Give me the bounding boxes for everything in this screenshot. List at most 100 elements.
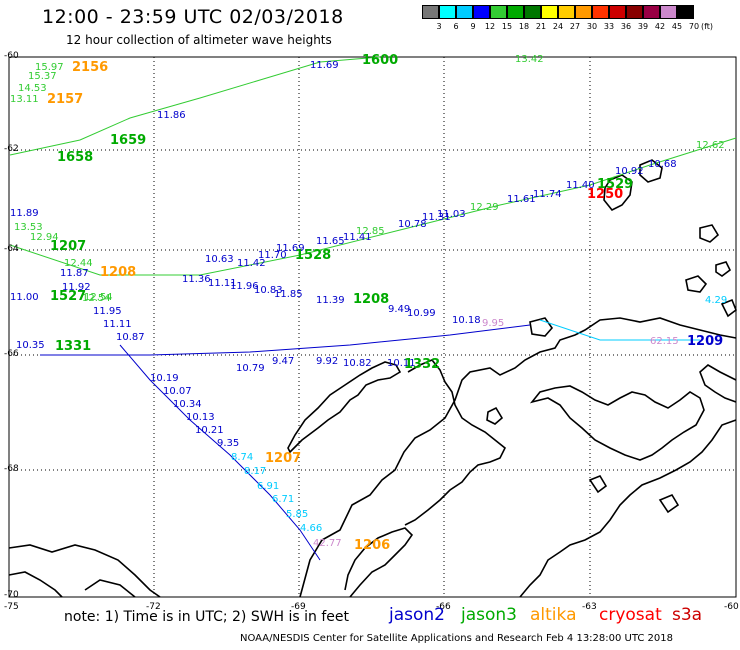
legend-swatch — [643, 5, 660, 19]
swh-value: 6.71 — [272, 494, 294, 505]
swh-value: 11.69 — [276, 243, 305, 254]
legend-swatch — [677, 5, 694, 19]
legend-label: 70 — [688, 22, 700, 31]
swh-value: 10.82 — [343, 358, 372, 369]
legend-swatch — [507, 5, 524, 19]
swh-value: 11.92 — [62, 282, 91, 293]
legend-swatch — [575, 5, 592, 19]
swh-value: 10.78 — [398, 219, 427, 230]
pass-time-label: 1207 — [50, 239, 86, 254]
pass-time-label: 1207 — [265, 451, 301, 466]
swh-value: 11.39 — [316, 295, 345, 306]
swh-value: 4.66 — [300, 523, 322, 534]
map-frame — [8, 56, 737, 598]
mission-jason2: jason2 — [389, 605, 445, 625]
swh-value: 12.44 — [64, 258, 93, 269]
swh-value: 11.36 — [182, 274, 211, 285]
swh-value: 10.13 — [186, 412, 215, 423]
legend-swatch — [626, 5, 643, 19]
legend-swatch — [660, 5, 677, 19]
swh-value: 11.70 — [258, 250, 287, 261]
swh-value: 11.85 — [274, 289, 303, 300]
swh-value: 11.00 — [10, 292, 39, 303]
legend-swatch — [558, 5, 575, 19]
swh-value: 12.29 — [470, 202, 499, 213]
legend-swatch — [609, 5, 626, 19]
swh-value: 11.65 — [316, 236, 345, 247]
pass-time-label: 1331 — [55, 339, 91, 354]
swh-value: 15.97 — [35, 62, 64, 73]
swh-value: 8.17 — [244, 466, 266, 477]
pass-time-label: 1658 — [57, 150, 93, 165]
swh-value: 6.91 — [257, 481, 279, 492]
legend-label: 27 — [569, 22, 581, 31]
swh-value: 10.83 — [254, 285, 283, 296]
lon-label: -72 — [146, 602, 161, 612]
swh-value: 10.34 — [173, 399, 202, 410]
swh-value: 9.49 — [388, 304, 410, 315]
swh-value: 9.35 — [217, 438, 239, 449]
swh-value: 9.95 — [482, 318, 504, 329]
swh-value: 11.11 — [208, 278, 237, 289]
swh-value: 10.18 — [452, 315, 481, 326]
swh-value: 10.35 — [16, 340, 45, 351]
swh-value: 11.87 — [60, 268, 89, 279]
pass-time-label: 1250 — [587, 187, 623, 202]
swh-value: 9.47 — [272, 356, 294, 367]
swh-value: 10.92 — [615, 166, 644, 177]
lat-label: -68 — [4, 464, 19, 474]
pass-time-label: 1208 — [353, 292, 389, 307]
swh-value: 11.61 — [507, 194, 536, 205]
swh-value: 11.74 — [533, 189, 562, 200]
swh-value: 13.42 — [515, 54, 544, 65]
mission-jason3: jason3 — [461, 605, 517, 625]
swh-value: 5.85 — [286, 509, 308, 520]
mission-cryosat: cryosat — [599, 605, 662, 625]
legend-label: 15 — [501, 22, 513, 31]
pass-time-label: 1527 — [50, 289, 86, 304]
swh-value: 10.87 — [116, 332, 145, 343]
legend-label: 42 — [654, 22, 666, 31]
swh-value: 4.29 — [705, 295, 727, 306]
page-title: 12:00 - 23:59 UTC 02/03/2018 — [42, 6, 344, 28]
mission-altika: altika — [530, 605, 577, 625]
legend-label: 12 — [484, 22, 496, 31]
pass-time-label: 1659 — [110, 133, 146, 148]
swh-value: 12.62 — [696, 140, 725, 151]
swh-value: 12.54 — [82, 293, 111, 304]
lon-label: -60 — [724, 602, 739, 612]
swh-value: 12.54 — [84, 292, 113, 303]
legend-swatch — [422, 5, 439, 19]
legend-label: 30 — [586, 22, 598, 31]
pass-time-label: 1208 — [100, 265, 136, 280]
swh-value: 10.07 — [163, 386, 192, 397]
pass-time-label: 1528 — [295, 248, 331, 263]
swh-value: 10.21 — [195, 425, 224, 436]
swh-value: 8.74 — [231, 452, 253, 463]
swh-value: 42.77 — [313, 538, 342, 549]
swh-value: 14.53 — [18, 83, 47, 94]
footnote: note: 1) Time is in UTC; 2) SWH is in fe… — [64, 609, 350, 625]
page-subtitle: 12 hour collection of altimeter wave hei… — [66, 33, 332, 47]
swh-value: 10.79 — [236, 363, 265, 374]
lat-label: -70 — [4, 590, 19, 600]
legend-swatch — [439, 5, 456, 19]
swh-value: 10.99 — [407, 308, 436, 319]
swh-value: 11.03 — [437, 209, 466, 220]
swh-value: 13.11 — [10, 94, 39, 105]
pass-time-label: 1209 — [687, 334, 723, 349]
legend-swatch — [592, 5, 609, 19]
pass-time-label: 1206 — [354, 538, 390, 553]
legend-label: 6 — [453, 22, 459, 31]
swh-value: 11.89 — [10, 208, 39, 219]
legend-label: 45 — [671, 22, 683, 31]
swh-value: 10.68 — [648, 159, 677, 170]
swh-value: 10.63 — [205, 254, 234, 265]
swh-value: 11.40 — [566, 180, 595, 191]
swh-value: 11.69 — [310, 60, 339, 71]
legend-label: 21 — [535, 22, 547, 31]
lon-label: -66 — [436, 602, 451, 612]
legend-swatch — [524, 5, 541, 19]
